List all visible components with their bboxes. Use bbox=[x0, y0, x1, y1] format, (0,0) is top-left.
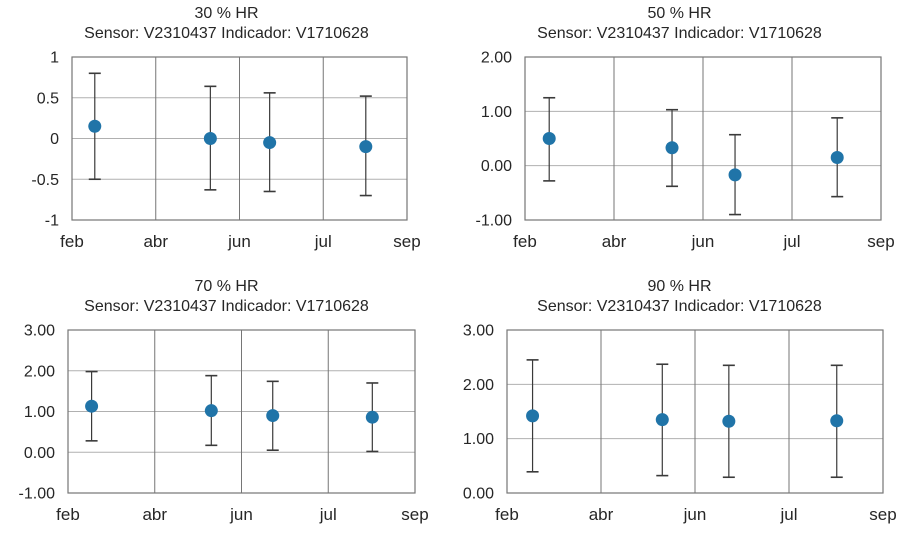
x-tick-label: feb bbox=[56, 505, 80, 524]
x-tick-label: feb bbox=[60, 232, 84, 251]
chart-subtitle: Sensor: V2310437 Indicador: V1710628 bbox=[537, 298, 822, 315]
data-point-marker bbox=[365, 410, 379, 424]
x-tick-label: sep bbox=[867, 232, 894, 251]
x-tick-label: sep bbox=[393, 232, 420, 251]
chart-title: 30 % HR bbox=[194, 5, 259, 22]
data-point-marker bbox=[526, 409, 540, 423]
data-point-marker bbox=[728, 168, 742, 182]
chart-subtitle: Sensor: V2310437 Indicador: V1710628 bbox=[537, 25, 822, 42]
data-point-marker bbox=[203, 132, 217, 145]
data-point-marker bbox=[542, 132, 556, 145]
plot-border bbox=[71, 56, 408, 221]
data-point-marker bbox=[830, 414, 844, 428]
data-point-marker bbox=[665, 141, 679, 155]
x-tick-label: abr bbox=[143, 232, 168, 251]
y-tick-label: 3.00 bbox=[463, 323, 494, 340]
y-tick-label: 2.00 bbox=[481, 50, 512, 67]
chart-cell-90-hr: 90 % HR Sensor: V2310437 Indicador: V171… bbox=[453, 273, 906, 547]
x-tick-label: jul bbox=[314, 232, 332, 251]
y-tick-label: 0.00 bbox=[24, 445, 55, 462]
x-tick-label: jun bbox=[229, 505, 253, 524]
x-tick-label: feb bbox=[495, 505, 519, 524]
chart-cell-50-hr: 50 % HR Sensor: V2310437 Indicador: V171… bbox=[453, 0, 906, 273]
plot-border bbox=[524, 56, 882, 221]
x-tick-label: jul bbox=[782, 232, 800, 251]
chart-title: 50 % HR bbox=[647, 5, 712, 22]
plot-border bbox=[67, 329, 416, 494]
y-tick-label: 1.00 bbox=[463, 431, 494, 448]
y-tick-label: -1.00 bbox=[476, 213, 513, 230]
data-point-marker bbox=[359, 140, 373, 154]
y-tick-label: 2.00 bbox=[24, 363, 55, 380]
y-tick-label: 1.00 bbox=[24, 404, 55, 421]
data-point-marker bbox=[722, 414, 736, 428]
x-tick-label: sep bbox=[869, 505, 896, 524]
chart-subtitle: Sensor: V2310437 Indicador: V1710628 bbox=[84, 25, 369, 42]
x-tick-label: abr bbox=[602, 232, 627, 251]
data-point-marker bbox=[263, 136, 277, 150]
data-point-marker bbox=[88, 119, 102, 133]
y-tick-label: 0 bbox=[50, 131, 59, 148]
y-tick-label: 0.00 bbox=[481, 158, 512, 175]
y-tick-label: 1 bbox=[50, 50, 59, 67]
y-tick-label: -1.00 bbox=[19, 486, 56, 503]
plot-border bbox=[506, 329, 884, 494]
chart-title: 70 % HR bbox=[194, 278, 259, 295]
y-tick-label: -1 bbox=[45, 213, 59, 230]
data-point-marker bbox=[204, 404, 218, 418]
data-point-marker bbox=[830, 151, 844, 165]
x-tick-label: abr bbox=[589, 505, 614, 524]
y-tick-label: -0.5 bbox=[31, 172, 59, 189]
x-tick-label: jun bbox=[691, 232, 715, 251]
y-tick-label: 1.00 bbox=[481, 104, 512, 121]
data-point-marker bbox=[266, 409, 280, 423]
x-tick-label: jun bbox=[227, 232, 251, 251]
y-tick-label: 2.00 bbox=[463, 377, 494, 394]
x-tick-label: abr bbox=[142, 505, 167, 524]
data-point-marker bbox=[655, 413, 669, 427]
chart-cell-70-hr: 70 % HR Sensor: V2310437 Indicador: V171… bbox=[0, 273, 453, 547]
data-point-marker bbox=[85, 399, 99, 413]
y-tick-label: 0.00 bbox=[463, 486, 494, 503]
x-tick-label: sep bbox=[401, 505, 428, 524]
chart-title: 90 % HR bbox=[647, 278, 712, 295]
x-tick-label: feb bbox=[513, 232, 537, 251]
x-tick-label: jul bbox=[779, 505, 797, 524]
y-tick-label: 3.00 bbox=[24, 323, 55, 340]
x-tick-label: jul bbox=[319, 505, 337, 524]
chart-subtitle: Sensor: V2310437 Indicador: V1710628 bbox=[84, 298, 369, 315]
y-tick-label: 0.5 bbox=[37, 90, 59, 107]
chart-cell-30-hr: 30 % HR Sensor: V2310437 Indicador: V171… bbox=[0, 0, 453, 273]
x-tick-label: jun bbox=[683, 505, 707, 524]
